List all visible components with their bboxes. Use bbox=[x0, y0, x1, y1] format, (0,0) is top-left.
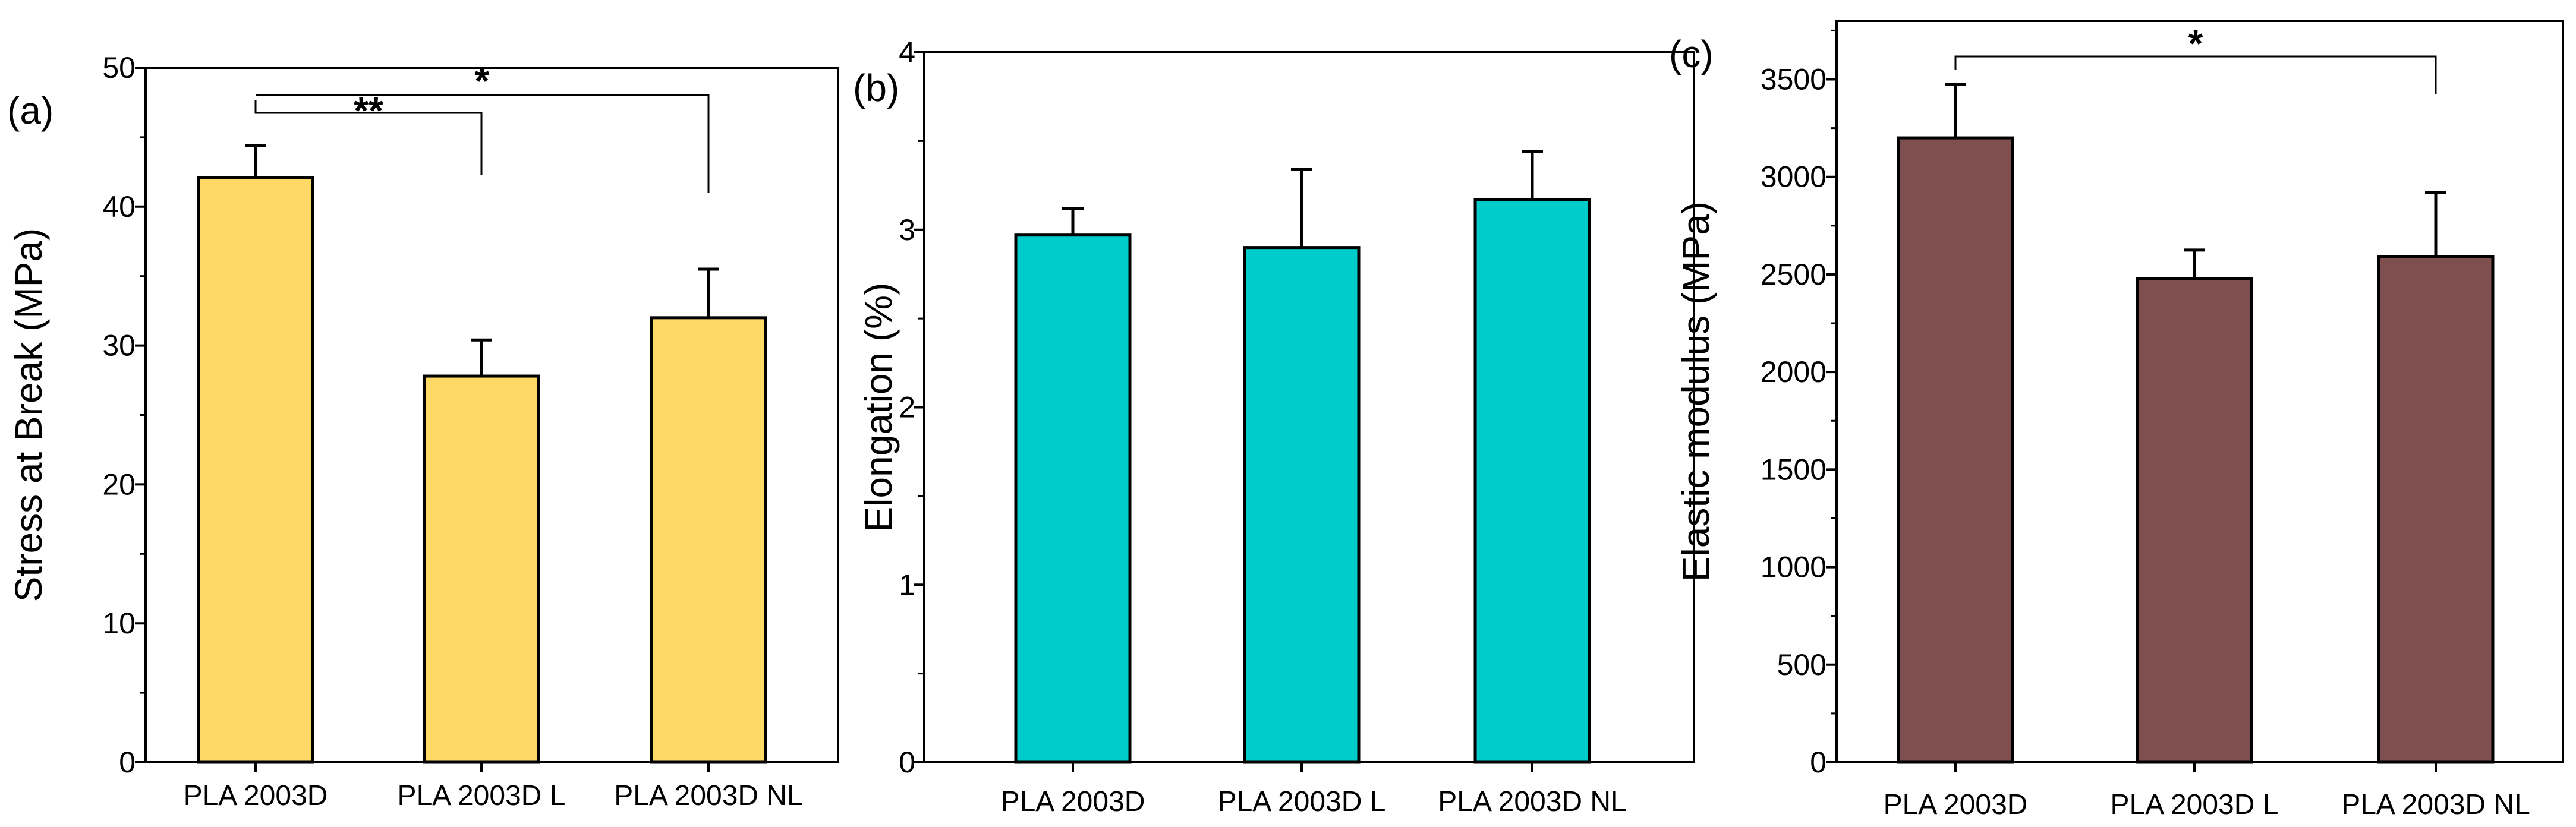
bar-pla-2003d-l bbox=[1243, 246, 1361, 764]
y-tick-label: 0 bbox=[899, 746, 915, 779]
bracket-line bbox=[1954, 55, 2437, 94]
y-tick-label: 2000 bbox=[1761, 355, 1826, 389]
y-tick-label: 1500 bbox=[1761, 453, 1826, 486]
x-category-label: PLA 2003D bbox=[184, 780, 328, 812]
y-tick-label: 3500 bbox=[1761, 63, 1826, 96]
y-tick-label: 30 bbox=[102, 329, 136, 362]
y-tick-label: 4 bbox=[899, 36, 915, 69]
y-tick-label: 1000 bbox=[1761, 551, 1826, 584]
x-category-label: PLA 2003D bbox=[1001, 786, 1145, 817]
significance-bracket: * bbox=[256, 59, 710, 193]
x-category-label: PLA 2003D L bbox=[1218, 786, 1386, 817]
x-category-label: PLA 2003D L bbox=[2111, 789, 2279, 820]
bar-pla-2003d-nl bbox=[650, 316, 767, 764]
panel-label: (b) bbox=[853, 67, 899, 109]
y-tick-label: 3000 bbox=[1761, 160, 1826, 194]
y-tick-label: 10 bbox=[102, 607, 136, 640]
y-tick-label: 20 bbox=[102, 468, 136, 501]
y-axis-title: Stress at Break (MPa) bbox=[7, 228, 50, 602]
significance-label: * bbox=[2188, 22, 2203, 65]
y-tick-label: 2 bbox=[899, 391, 915, 424]
chart-panel-2: 0 1 2 3 4 Elongation (%) (b) PLA 2003D PLA 2003D… bbox=[853, 36, 1695, 817]
y-tick-label: 3 bbox=[899, 213, 915, 247]
bar-pla-2003d-nl bbox=[2377, 255, 2495, 764]
bar-pla-2003d bbox=[197, 176, 314, 764]
y-axis-title: Elastic modulus (MPa) bbox=[1674, 201, 1717, 582]
bracket-line bbox=[256, 94, 710, 193]
y-tick-label: 0 bbox=[1810, 746, 1826, 779]
y-tick-label: 50 bbox=[102, 51, 136, 84]
x-category-label: PLA 2003D bbox=[1884, 789, 2028, 820]
x-category-label: PLA 2003D NL bbox=[2341, 789, 2530, 820]
panel-label: (a) bbox=[7, 89, 53, 132]
chart-panel-1: 0 10 20 30 40 50 Stress at Break (MPa) (a) PLA 2… bbox=[7, 51, 839, 812]
bar-pla-2003d-nl bbox=[1473, 198, 1591, 764]
x-category-label: PLA 2003D NL bbox=[614, 780, 803, 812]
significance-label: * bbox=[475, 59, 490, 102]
bar-pla-2003d-l bbox=[2136, 277, 2253, 764]
x-category-label: PLA 2003D NL bbox=[1438, 786, 1627, 817]
panel-label: (c) bbox=[1669, 33, 1714, 75]
y-tick-label: 1 bbox=[899, 568, 915, 601]
significance-bracket: * bbox=[1954, 22, 2437, 94]
bar-pla-2003d-l bbox=[423, 374, 540, 764]
bar-pla-2003d bbox=[1014, 233, 1132, 764]
y-tick-label: 0 bbox=[119, 746, 136, 779]
bar-pla-2003d bbox=[1897, 136, 2014, 764]
bracket-line bbox=[254, 100, 483, 175]
y-tick-label: 500 bbox=[1777, 648, 1826, 681]
y-tick-label: 2500 bbox=[1761, 258, 1826, 291]
y-tick-label: 40 bbox=[102, 190, 136, 223]
significance-label: ** bbox=[354, 89, 383, 132]
chart-panel-3: 0 500 1000 1500 2000 2500 3000 3500 Elastic modu… bbox=[1669, 20, 2564, 820]
significance-bracket: ** bbox=[254, 89, 483, 175]
x-category-label: PLA 2003D L bbox=[398, 780, 566, 812]
y-axis-title: Elongation (%) bbox=[857, 283, 900, 532]
